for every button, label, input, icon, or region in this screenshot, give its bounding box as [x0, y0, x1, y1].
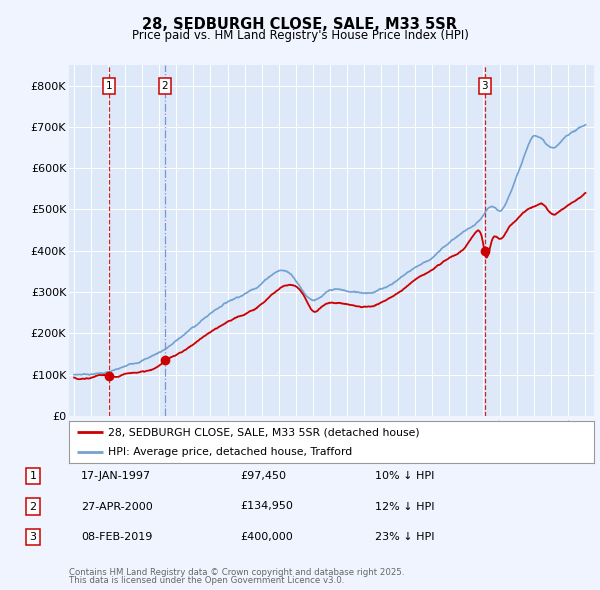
- Text: 28, SEDBURGH CLOSE, SALE, M33 5SR (detached house): 28, SEDBURGH CLOSE, SALE, M33 5SR (detac…: [109, 427, 420, 437]
- Text: HPI: Average price, detached house, Trafford: HPI: Average price, detached house, Traf…: [109, 447, 353, 457]
- Text: 08-FEB-2019: 08-FEB-2019: [81, 532, 152, 542]
- Text: Contains HM Land Registry data © Crown copyright and database right 2025.: Contains HM Land Registry data © Crown c…: [69, 568, 404, 577]
- Text: 12% ↓ HPI: 12% ↓ HPI: [375, 502, 434, 512]
- Text: 23% ↓ HPI: 23% ↓ HPI: [375, 532, 434, 542]
- Text: £400,000: £400,000: [240, 532, 293, 542]
- Text: Price paid vs. HM Land Registry's House Price Index (HPI): Price paid vs. HM Land Registry's House …: [131, 30, 469, 42]
- Text: 1: 1: [29, 471, 37, 481]
- Text: 10% ↓ HPI: 10% ↓ HPI: [375, 471, 434, 481]
- Text: 2: 2: [161, 81, 168, 91]
- Text: 3: 3: [482, 81, 488, 91]
- Text: 28, SEDBURGH CLOSE, SALE, M33 5SR: 28, SEDBURGH CLOSE, SALE, M33 5SR: [143, 17, 458, 31]
- Text: This data is licensed under the Open Government Licence v3.0.: This data is licensed under the Open Gov…: [69, 576, 344, 585]
- Text: 17-JAN-1997: 17-JAN-1997: [81, 471, 151, 481]
- Text: 1: 1: [106, 81, 112, 91]
- Text: £97,450: £97,450: [240, 471, 286, 481]
- Text: £134,950: £134,950: [240, 502, 293, 512]
- Text: 27-APR-2000: 27-APR-2000: [81, 502, 153, 512]
- Text: 3: 3: [29, 532, 37, 542]
- Text: 2: 2: [29, 502, 37, 512]
